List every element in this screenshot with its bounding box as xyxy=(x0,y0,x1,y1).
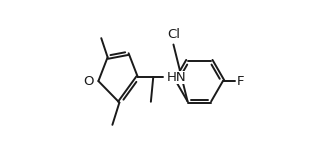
Text: O: O xyxy=(83,75,94,88)
Text: Cl: Cl xyxy=(167,28,180,41)
Text: F: F xyxy=(237,75,244,88)
Text: HN: HN xyxy=(166,71,186,84)
